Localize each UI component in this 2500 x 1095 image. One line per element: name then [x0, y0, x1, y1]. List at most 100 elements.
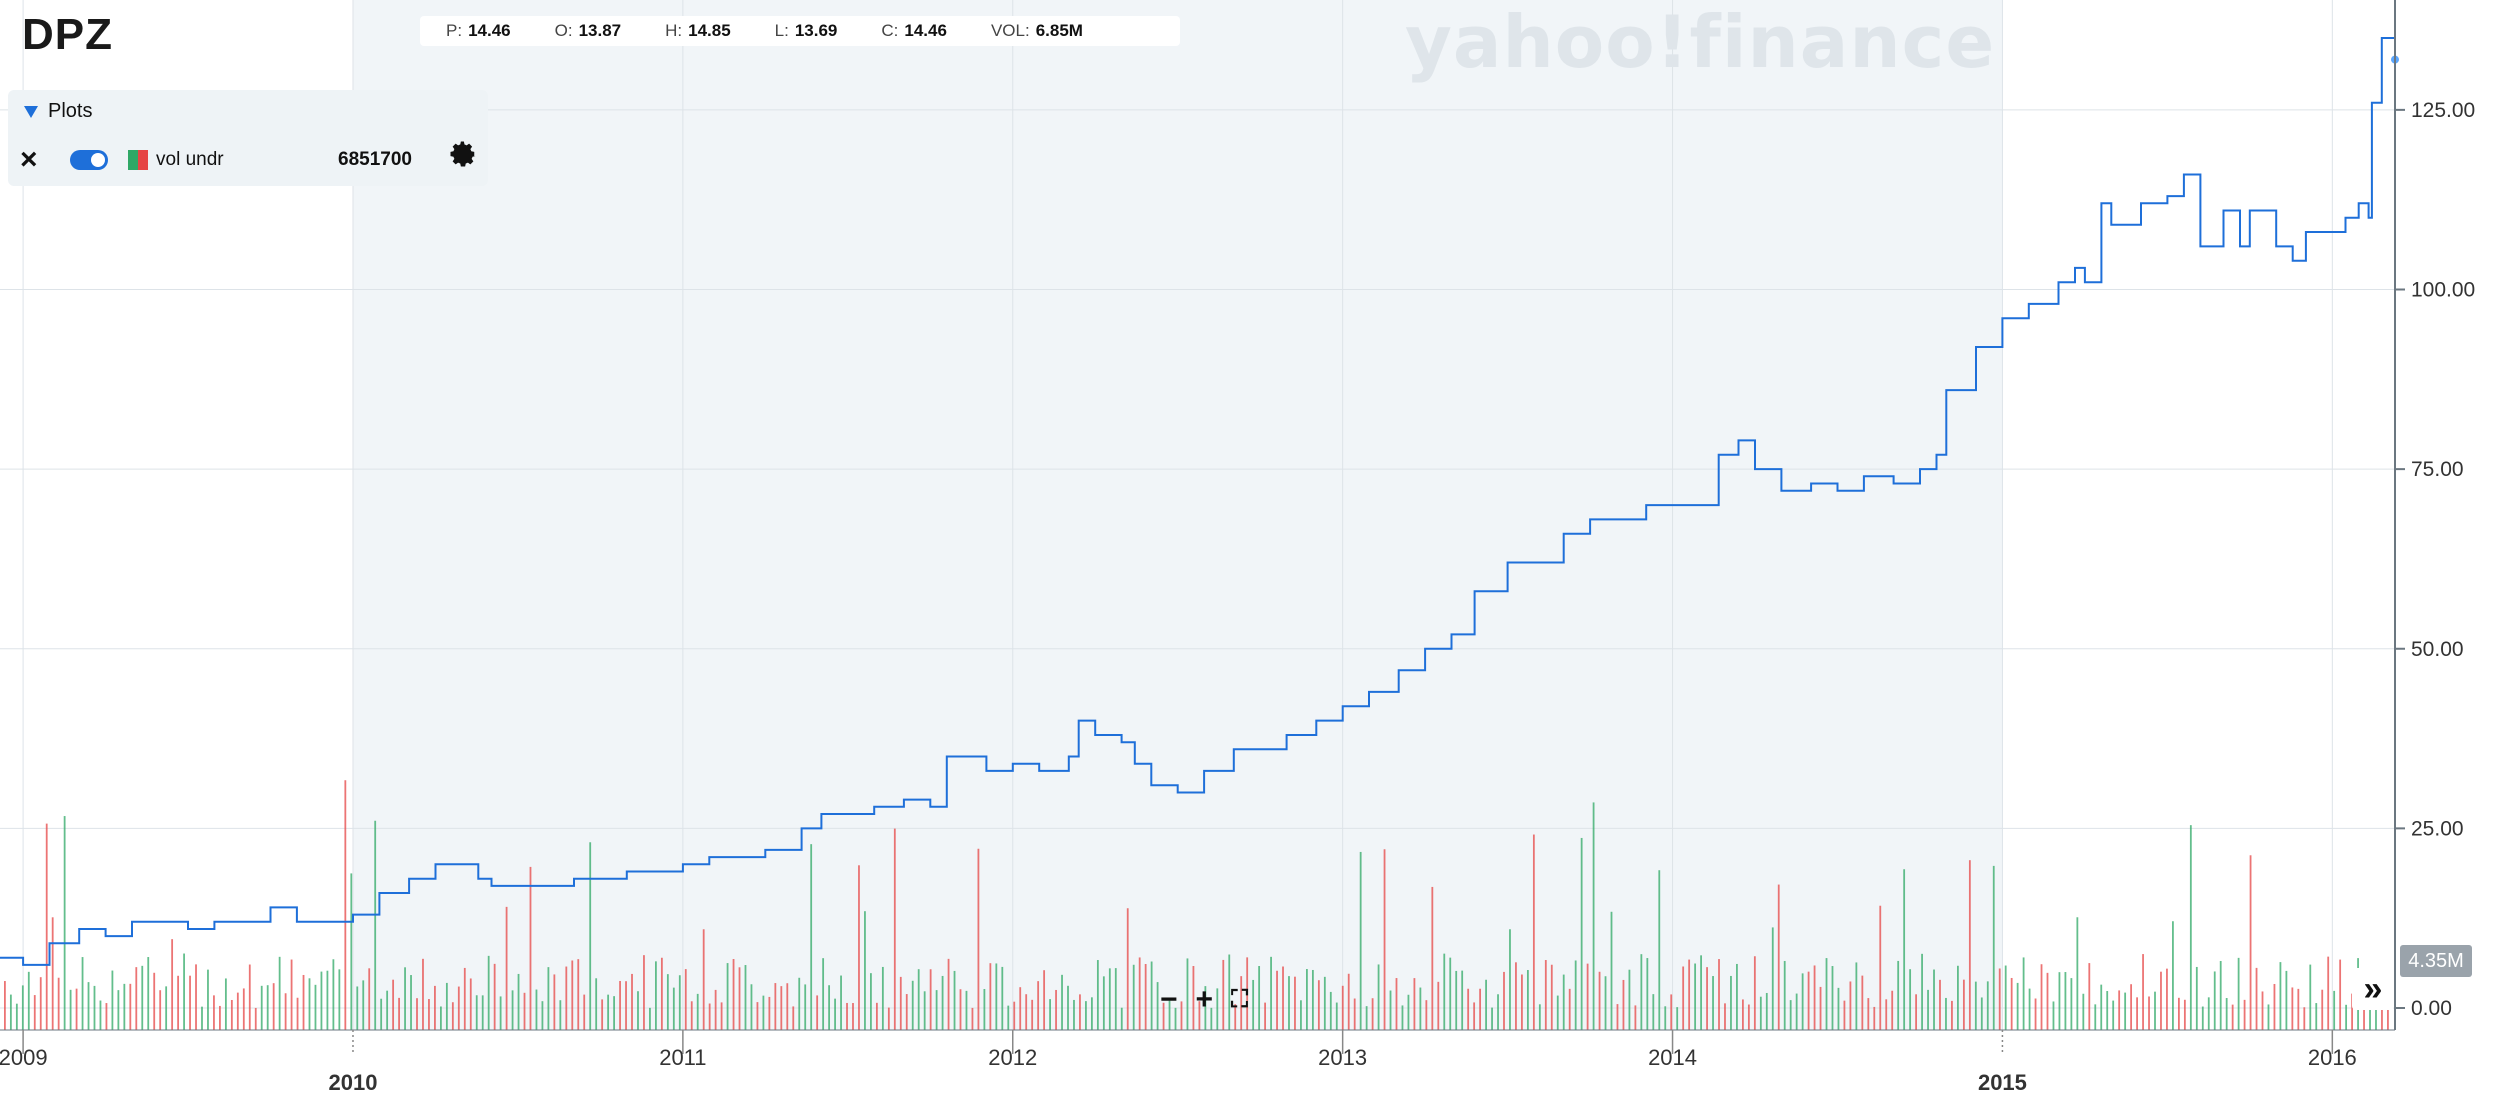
- volume-bar: [1682, 966, 1685, 1030]
- volume-bar: [1168, 1000, 1171, 1030]
- volume-bar: [2004, 965, 2007, 1030]
- volume-bar: [870, 973, 872, 1030]
- volume-bar: [1568, 988, 1571, 1030]
- volume-bar: [1580, 837, 1583, 1030]
- volume-bar: [1043, 970, 1046, 1030]
- zoom-reset-button[interactable]: ⛶: [1231, 986, 1248, 1013]
- volume-bar: [2267, 1004, 2270, 1030]
- volume-bar: [1664, 1006, 1667, 1030]
- volume-bar: [1258, 966, 1261, 1030]
- volume-bar: [858, 865, 860, 1030]
- volume-bar: [1144, 964, 1147, 1030]
- volume-bar: [864, 911, 866, 1030]
- volume-bar: [971, 1007, 974, 1030]
- zoom-out-button[interactable]: −: [1160, 983, 1178, 1016]
- volume-bar: [1294, 976, 1296, 1030]
- time-tick-label: 2016: [2308, 1045, 2357, 1070]
- volume-bar: [242, 988, 245, 1030]
- visibility-toggle[interactable]: [70, 150, 108, 170]
- volume-bar: [535, 989, 538, 1030]
- volume-bar: [177, 975, 180, 1030]
- volume-bar: [404, 967, 406, 1030]
- volume-bar: [266, 985, 269, 1030]
- volume-bar: [565, 966, 568, 1030]
- volume-bar: [655, 961, 657, 1030]
- volume-bar: [2225, 998, 2228, 1030]
- volume-bar: [2327, 956, 2330, 1030]
- volume-bar: [1156, 982, 1159, 1030]
- ohlc-open: O: 13.87: [554, 21, 622, 40]
- volume-bar: [1186, 958, 1189, 1030]
- volume-bar: [1162, 1002, 1165, 1030]
- volume-bar: [368, 968, 371, 1030]
- volume-bar: [1789, 1000, 1792, 1030]
- volume-bar: [1927, 989, 1929, 1030]
- volume-bar: [732, 959, 735, 1030]
- volume-bar: [1073, 999, 1075, 1030]
- volume-bar: [1586, 963, 1589, 1030]
- ohlc-high: H: 14.85: [665, 21, 731, 40]
- volume-bar: [1180, 1001, 1183, 1030]
- volume-bar: [1640, 954, 1643, 1030]
- volume-bar: [1688, 959, 1691, 1030]
- volume-bar: [1915, 994, 1917, 1030]
- volume-bar: [1311, 969, 1314, 1030]
- volume-bar: [977, 848, 980, 1030]
- time-tick-label: 2009: [0, 1045, 48, 1070]
- zoom-in-button[interactable]: +: [1195, 983, 1214, 1016]
- volume-bar: [1622, 979, 1625, 1030]
- volume-bar: [386, 990, 389, 1030]
- volume-bar: [428, 999, 430, 1030]
- volume-bar: [290, 959, 293, 1030]
- volume-bar: [768, 996, 771, 1030]
- volume-bar: [1246, 957, 1249, 1030]
- volume-bar: [1724, 1003, 1726, 1030]
- volume-bar: [1694, 963, 1697, 1030]
- volume-bar: [1532, 834, 1535, 1030]
- volume-bar: [1891, 990, 1894, 1030]
- volume-bar: [1085, 1001, 1087, 1030]
- plots-panel-toggle[interactable]: Plots: [24, 100, 92, 123]
- volume-bar: [1741, 999, 1744, 1030]
- volume-bar: [75, 988, 78, 1030]
- volume-bar: [2022, 957, 2025, 1030]
- gear-icon[interactable]: [448, 139, 478, 169]
- scroll-to-end-button[interactable]: »: [2352, 968, 2394, 1010]
- volume-bar: [21, 985, 24, 1030]
- volume-bar: [2100, 984, 2103, 1030]
- volume-bar: [1526, 970, 1529, 1030]
- volume-bar: [1634, 1005, 1637, 1030]
- volume-bar: [1819, 986, 1822, 1030]
- volume-bar: [2219, 960, 2222, 1030]
- plots-panel: Plots × vol undr 6851700: [8, 90, 488, 186]
- volume-bar: [577, 959, 580, 1030]
- volume-bar: [1945, 997, 1947, 1030]
- volume-bar: [1096, 960, 1099, 1030]
- volume-bar: [2136, 997, 2138, 1030]
- volume-bar: [714, 989, 717, 1030]
- volume-bar: [1998, 968, 2001, 1030]
- volume-bar: [1025, 994, 1028, 1030]
- volume-bar: [1771, 927, 1774, 1030]
- volume-bar: [678, 975, 681, 1030]
- volume-bar: [499, 996, 502, 1030]
- volume-bar: [786, 983, 789, 1030]
- volume-bar: [941, 975, 944, 1030]
- volume-bar: [1413, 978, 1416, 1030]
- volume-bar: [111, 970, 114, 1030]
- volume-bar: [2040, 964, 2043, 1030]
- volume-bar: [1102, 976, 1105, 1030]
- volume-bar: [9, 994, 12, 1030]
- volume-bar: [1067, 985, 1069, 1030]
- volume-bar: [1138, 957, 1141, 1030]
- volume-bar: [165, 986, 168, 1030]
- volume-bar: [236, 992, 239, 1030]
- ohlc-close: C: 14.46: [881, 21, 947, 40]
- volume-bar: [213, 995, 215, 1030]
- volume-bar: [1759, 996, 1762, 1030]
- volume-bar: [529, 866, 532, 1030]
- close-icon[interactable]: ×: [20, 143, 38, 176]
- volume-bar: [1317, 980, 1320, 1030]
- volume-bar: [1007, 1005, 1010, 1030]
